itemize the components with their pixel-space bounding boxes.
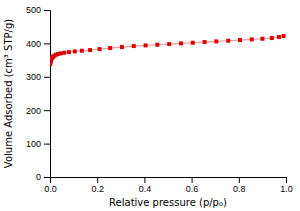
x-tick-label: 1.0 (280, 184, 293, 194)
y-tick-mark (44, 144, 50, 145)
y-tick: 500 (26, 5, 50, 15)
x-tick-mark (239, 177, 240, 183)
point (132, 44, 136, 48)
y-axis: 0 100 200 300 400 500 (26, 5, 51, 182)
point (98, 47, 102, 51)
x-axis: 0.0 0.2 0.4 0.6 0.8 1.0 (44, 177, 293, 194)
point (238, 38, 242, 42)
x-tick-label: 0.8 (233, 184, 246, 194)
point (144, 43, 148, 47)
point (88, 48, 92, 52)
point (73, 49, 77, 53)
point (108, 46, 112, 50)
x-tick: 0.0 (44, 177, 57, 194)
y-tick-mark (44, 77, 50, 78)
point (260, 37, 264, 41)
point (203, 40, 207, 44)
x-tick: 0.8 (233, 177, 246, 194)
x-tick: 1.0 (280, 177, 293, 194)
y-tick-mark (44, 110, 50, 111)
x-tick-label: 0.4 (139, 184, 152, 194)
y-tick-label: 400 (26, 39, 41, 49)
point (214, 39, 218, 43)
point (67, 50, 71, 54)
y-tick: 100 (26, 139, 50, 149)
point (226, 39, 230, 43)
x-tick: 0.6 (186, 177, 199, 194)
x-axis-line (51, 178, 287, 184)
x-tick-mark (97, 177, 98, 183)
point (167, 42, 171, 46)
x-tick-label: 0.2 (91, 184, 104, 194)
y-tick-label: 300 (26, 72, 41, 82)
x-tick-mark (286, 177, 287, 183)
point (80, 49, 84, 53)
y-tick: 0 (36, 172, 50, 182)
point (270, 36, 274, 40)
x-tick-label: 0.6 (186, 184, 199, 194)
x-tick-mark (144, 177, 145, 183)
point (59, 51, 63, 55)
y-tick-mark (44, 43, 50, 44)
line (50, 36, 283, 64)
y-tick-mark (44, 10, 50, 11)
x-tick: 0.4 (139, 177, 152, 194)
point (120, 45, 124, 49)
point (179, 41, 183, 45)
x-axis-title: Relative pressure (p/p₀) (109, 197, 227, 208)
x-tick-mark (192, 177, 193, 183)
plot: 0.0 0.2 0.4 0.6 0.8 1.0 0 100 200 300 400 500 (26, 5, 293, 194)
y-tick-mark (44, 177, 50, 178)
x-tick-label: 0.0 (44, 184, 57, 194)
point (155, 43, 159, 47)
marks (50, 34, 286, 66)
x-tick: 0.2 (91, 177, 104, 194)
y-tick: 400 (26, 39, 50, 49)
y-tick-label: 0 (36, 172, 41, 182)
chart: 0.0 0.2 0.4 0.6 0.8 1.0 0 100 200 300 400 500 Relati… (0, 0, 300, 211)
y-axis-line (44, 11, 51, 178)
point (191, 41, 195, 45)
y-axis-title: Volume Adsorbed (cm³ STP/g) (3, 19, 14, 168)
point (277, 35, 281, 39)
point (62, 51, 66, 55)
point (250, 37, 254, 41)
point (282, 34, 286, 38)
y-tick: 200 (26, 106, 50, 116)
y-tick: 300 (26, 72, 50, 82)
y-tick-label: 500 (26, 5, 41, 15)
y-tick-label: 200 (26, 106, 41, 116)
y-tick-label: 100 (26, 139, 41, 149)
